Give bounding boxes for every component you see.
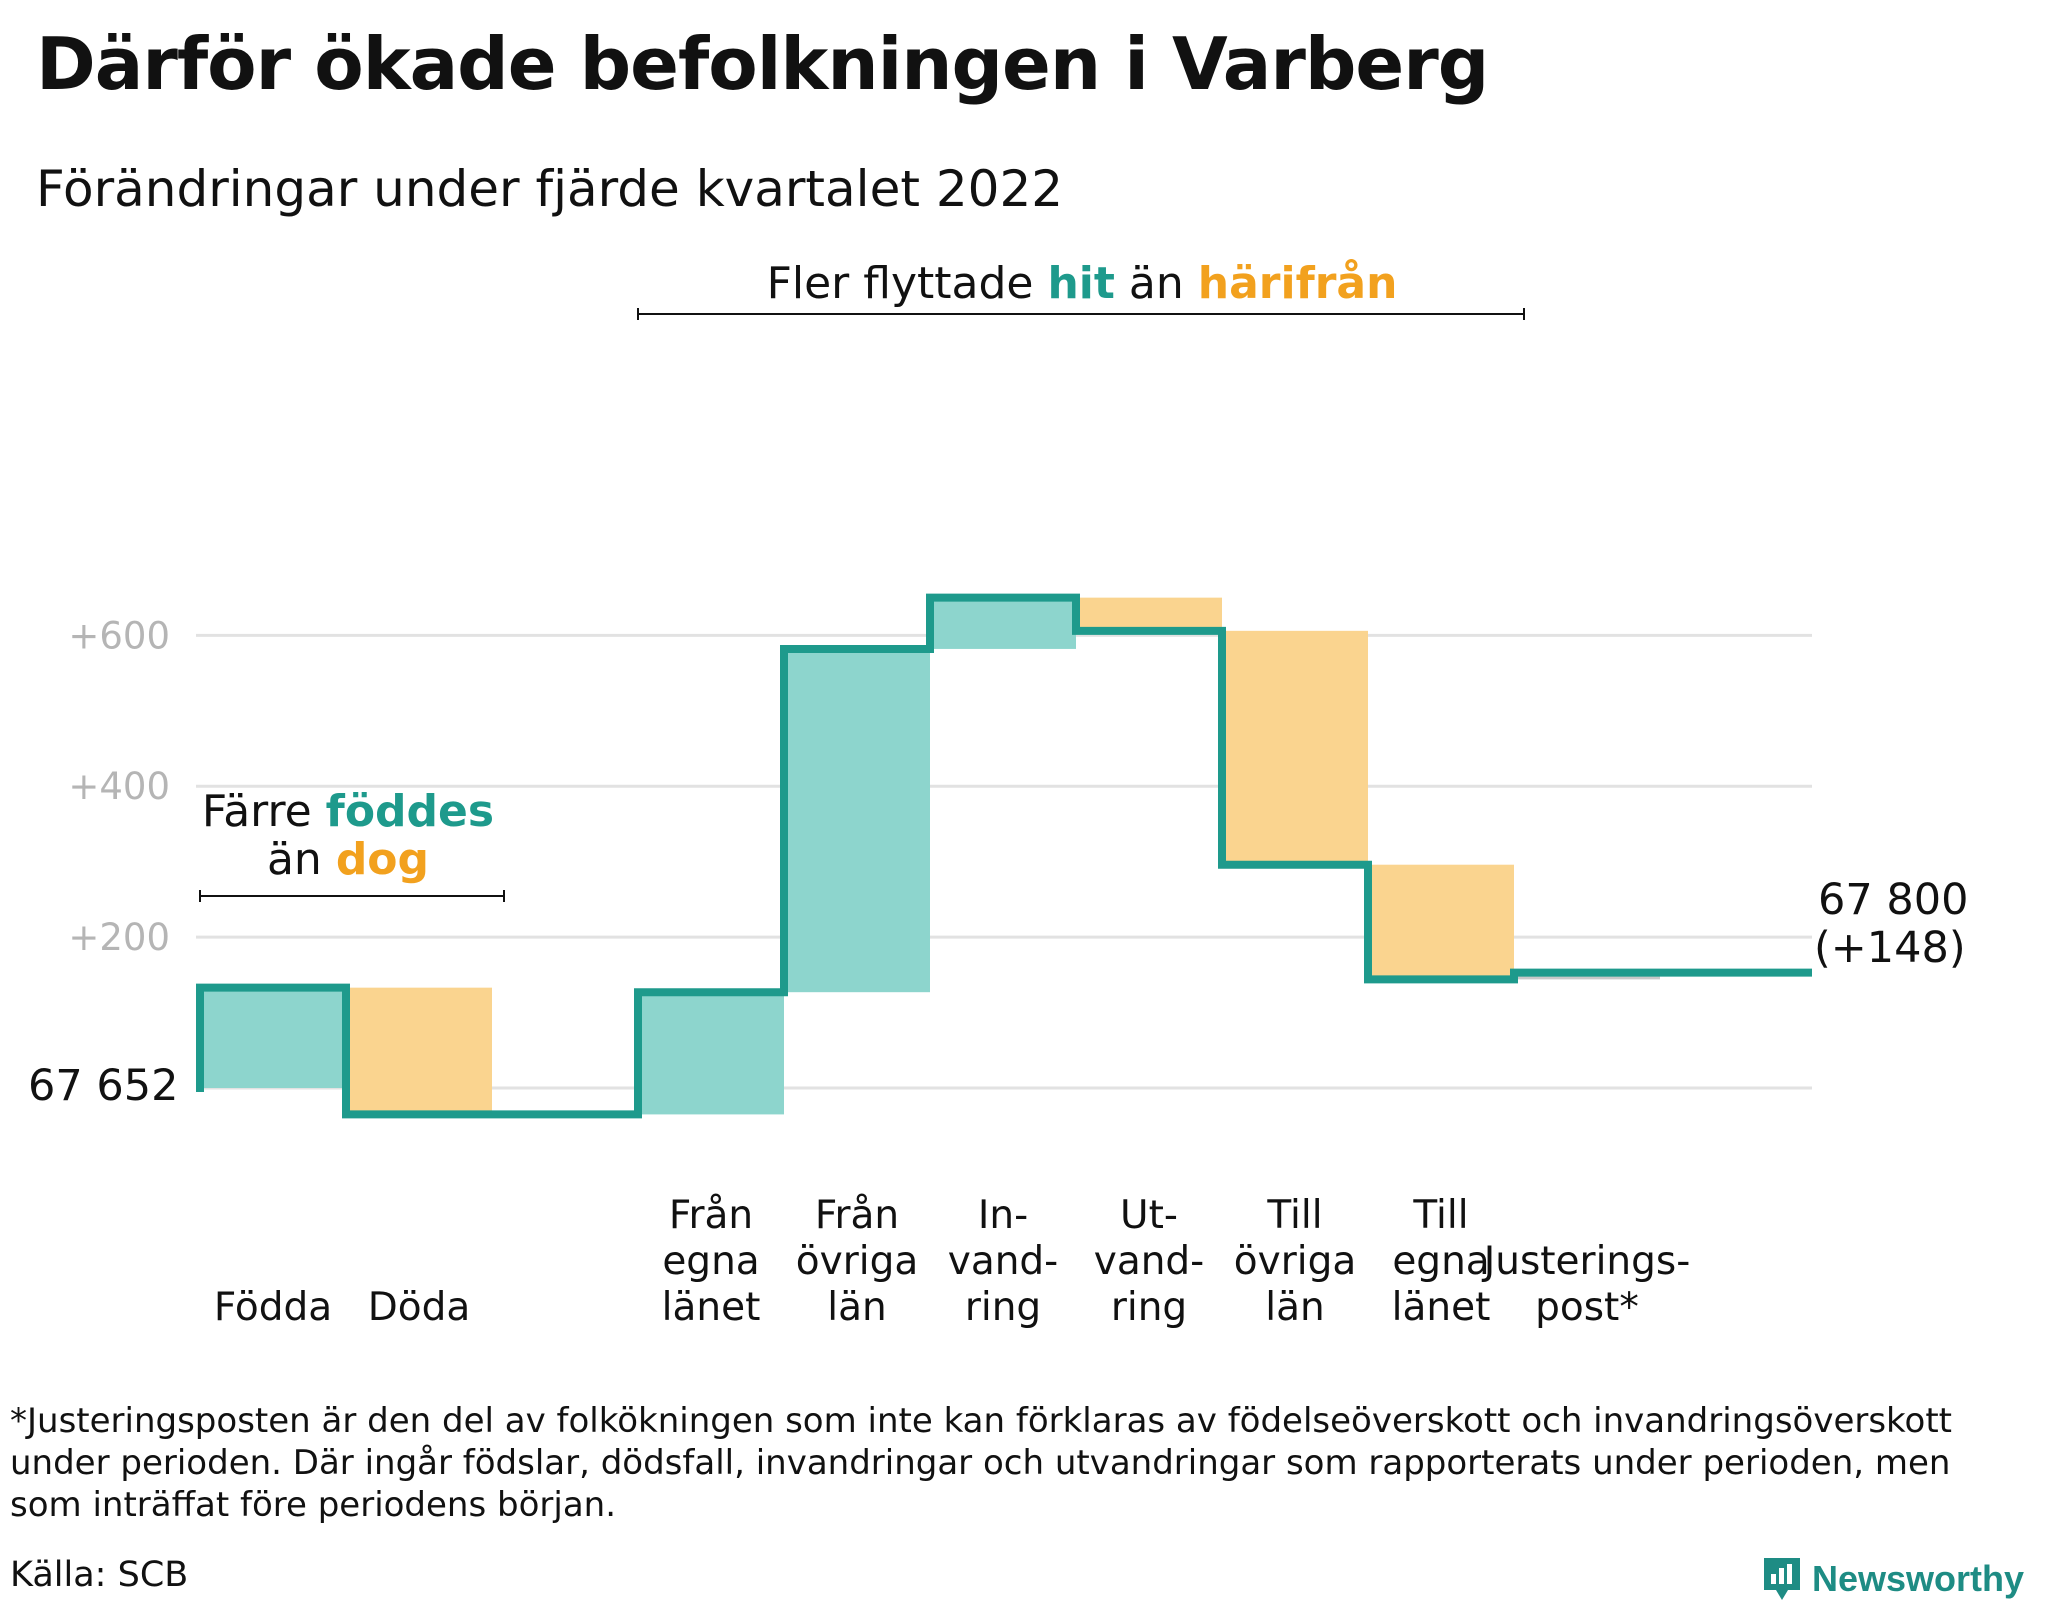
bar-inflow [930,597,1076,649]
births-annotation-bracket [199,890,505,902]
category-label: egna [1392,1239,1489,1284]
category-label: övriga [796,1239,918,1284]
category-label: ring [965,1285,1041,1330]
category-labels: Födda DödaFrånegnalänetFrånövrigalänIn-va… [214,1193,1690,1330]
category-label: Till [1266,1193,1322,1238]
start-value-label: 67 652 [28,1061,178,1111]
category-label: Från [815,1193,899,1238]
brand-name: Newsworthy [1811,1558,2024,1599]
end-value-label: 67 800 [1818,875,1968,925]
category-label: Döda [368,1285,471,1330]
category-label: Födda [214,1285,332,1330]
category-label: länet [1392,1285,1491,1330]
end-change-label: (+148) [1814,923,1966,973]
category-label: länet [662,1285,761,1330]
migration-annotation: Fler flyttade hit än härifrån [767,258,1398,309]
category-label: Ut- [1120,1193,1178,1238]
newsworthy-logo-icon [1763,1558,1800,1600]
population-line [196,593,1812,1119]
bar-outflow [1076,597,1222,631]
chart-subtitle: Förändringar under fjärde kvartalet 2022 [36,160,1064,218]
y-tick-label: +200 [68,916,170,959]
bar-outflow [1222,630,1368,865]
category-label: vand- [1094,1239,1205,1284]
waterfall-chart: +200 +400 +600 Färre föddes än dog Fler fl… [28,258,1968,1330]
migration-annotation-bracket [637,308,1525,320]
footnote: *Justeringsposten är den del av folkökni… [10,1401,1953,1525]
category-label: övriga [1234,1239,1356,1284]
category-label: län [827,1285,886,1330]
category-label: ring [1111,1285,1187,1330]
y-axis-ticks: +200 +400 +600 [68,614,170,959]
brand-logo: Newsworthy [1762,1556,2024,1602]
y-tick-label: +600 [68,614,170,657]
category-label: In- [978,1193,1028,1238]
category-label: post* [1535,1285,1639,1330]
bar-inflow [784,648,930,993]
bars [200,597,1660,1115]
category-label: vand- [948,1239,1059,1284]
category-label: egna [662,1239,759,1284]
chart-title: Därför ökade befolkningen i Varberg [36,22,1489,106]
births-annotation-line2: än dog [267,834,429,885]
cumulative-line [196,593,1812,1119]
bar-inflow [200,987,346,1088]
bar-inflow [638,992,784,1115]
source-note: Källa: SCB [10,1555,189,1595]
category-label: Justerings- [1481,1239,1691,1284]
births-annotation-line1: Färre föddes [202,786,494,837]
category-label: Från [669,1193,753,1238]
bar-outflow [346,987,492,1115]
bar-outflow [1368,864,1514,980]
y-tick-label: +400 [68,765,170,808]
category-label: Till [1412,1193,1468,1238]
category-label: län [1265,1285,1324,1330]
